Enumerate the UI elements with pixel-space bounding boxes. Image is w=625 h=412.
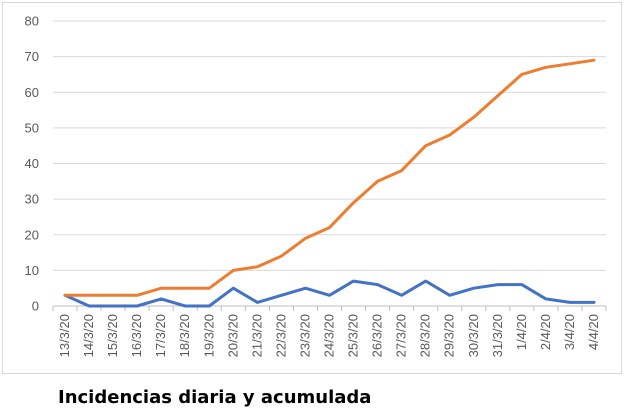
- data-point: [280, 254, 283, 258]
- chart-caption: Incidencias diaria y acumulada: [58, 387, 372, 408]
- x-tick-label: 4/4/20: [586, 314, 601, 350]
- data-point: [496, 283, 500, 286]
- data-point: [376, 180, 379, 183]
- x-tick-label: 16/3/20: [129, 314, 144, 357]
- y-tick-label: 0: [32, 299, 39, 314]
- data-point: [352, 279, 355, 283]
- data-point: [232, 269, 235, 272]
- x-tick-label: 3/4/20: [562, 314, 577, 350]
- series-line-cumulative: [63, 58, 596, 297]
- data-point: [472, 115, 475, 119]
- data-point: [63, 294, 67, 297]
- x-tick-label: 24/3/20: [322, 314, 337, 357]
- y-tick-label: 40: [25, 156, 39, 171]
- data-point: [280, 294, 283, 297]
- y-tick-label: 10: [25, 263, 39, 278]
- line-chart: 0 10 20 30 40 50 60 70 80 13/3/20 14/3/20 15/3/20 1…: [25, 14, 607, 357]
- data-point: [592, 58, 596, 62]
- data-point: [111, 294, 115, 297]
- data-point: [496, 94, 500, 98]
- x-tick-label: 17/3/20: [153, 314, 168, 357]
- data-point: [400, 294, 403, 297]
- data-point: [111, 304, 115, 308]
- data-point: [352, 201, 355, 204]
- y-tick-label: 30: [25, 192, 39, 207]
- data-point: [544, 66, 548, 69]
- y-tick-label: 50: [25, 120, 39, 135]
- data-point: [208, 286, 211, 290]
- data-point: [159, 286, 163, 290]
- x-tick-label: 2/4/20: [538, 314, 553, 350]
- data-point: [400, 169, 403, 172]
- data-point: [568, 301, 572, 304]
- data-point: [159, 297, 163, 301]
- x-tick-label: 23/3/20: [297, 314, 312, 357]
- x-tick-label: 1/4/20: [514, 314, 529, 350]
- data-point: [184, 286, 187, 290]
- x-tick-label: 30/3/20: [466, 314, 481, 357]
- data-point: [304, 286, 307, 290]
- data-point: [544, 297, 548, 301]
- data-point: [135, 304, 139, 308]
- data-point: [208, 304, 211, 308]
- data-point: [448, 294, 451, 297]
- y-tick-label: 60: [25, 85, 39, 100]
- x-tick-label: 22/3/20: [273, 314, 288, 357]
- x-tick-label: 18/3/20: [177, 314, 192, 357]
- x-tick-label: 19/3/20: [201, 314, 216, 357]
- chart-area: 0 10 20 30 40 50 60 70 80 13/3/20 14/3/20 15/3/20 1…: [2, 2, 622, 374]
- data-point: [87, 294, 91, 297]
- x-tick-label: 20/3/20: [225, 314, 240, 357]
- x-tick-label: 14/3/20: [81, 314, 96, 357]
- y-tick-label: 70: [25, 49, 39, 64]
- data-point: [448, 133, 451, 137]
- x-tick-label: 27/3/20: [394, 314, 409, 357]
- data-point: [256, 265, 259, 269]
- data-point: [87, 304, 91, 308]
- y-tick-label: 20: [25, 227, 39, 242]
- data-point: [520, 73, 524, 76]
- data-point: [520, 283, 524, 286]
- data-point: [424, 279, 427, 283]
- x-tick-label: 29/3/20: [442, 314, 457, 357]
- data-point: [328, 294, 331, 297]
- x-tick-label: 28/3/20: [418, 314, 433, 357]
- data-point: [135, 294, 139, 297]
- data-point: [184, 304, 187, 308]
- x-tick-label: 13/3/20: [57, 314, 72, 357]
- data-point: [256, 301, 259, 304]
- data-point: [376, 283, 379, 286]
- data-point: [568, 62, 572, 65]
- x-tick-label: 26/3/20: [370, 314, 385, 357]
- data-point: [592, 301, 596, 304]
- data-point: [328, 226, 331, 229]
- data-point: [424, 144, 427, 147]
- x-tick-label: 15/3/20: [105, 314, 120, 357]
- data-point: [232, 286, 235, 290]
- x-tick-label: 31/3/20: [490, 314, 505, 357]
- x-tick-label: 21/3/20: [249, 314, 264, 357]
- data-point: [304, 237, 307, 240]
- data-point: [472, 286, 475, 290]
- y-tick-label: 80: [25, 14, 39, 29]
- x-tick-label: 25/3/20: [346, 314, 361, 357]
